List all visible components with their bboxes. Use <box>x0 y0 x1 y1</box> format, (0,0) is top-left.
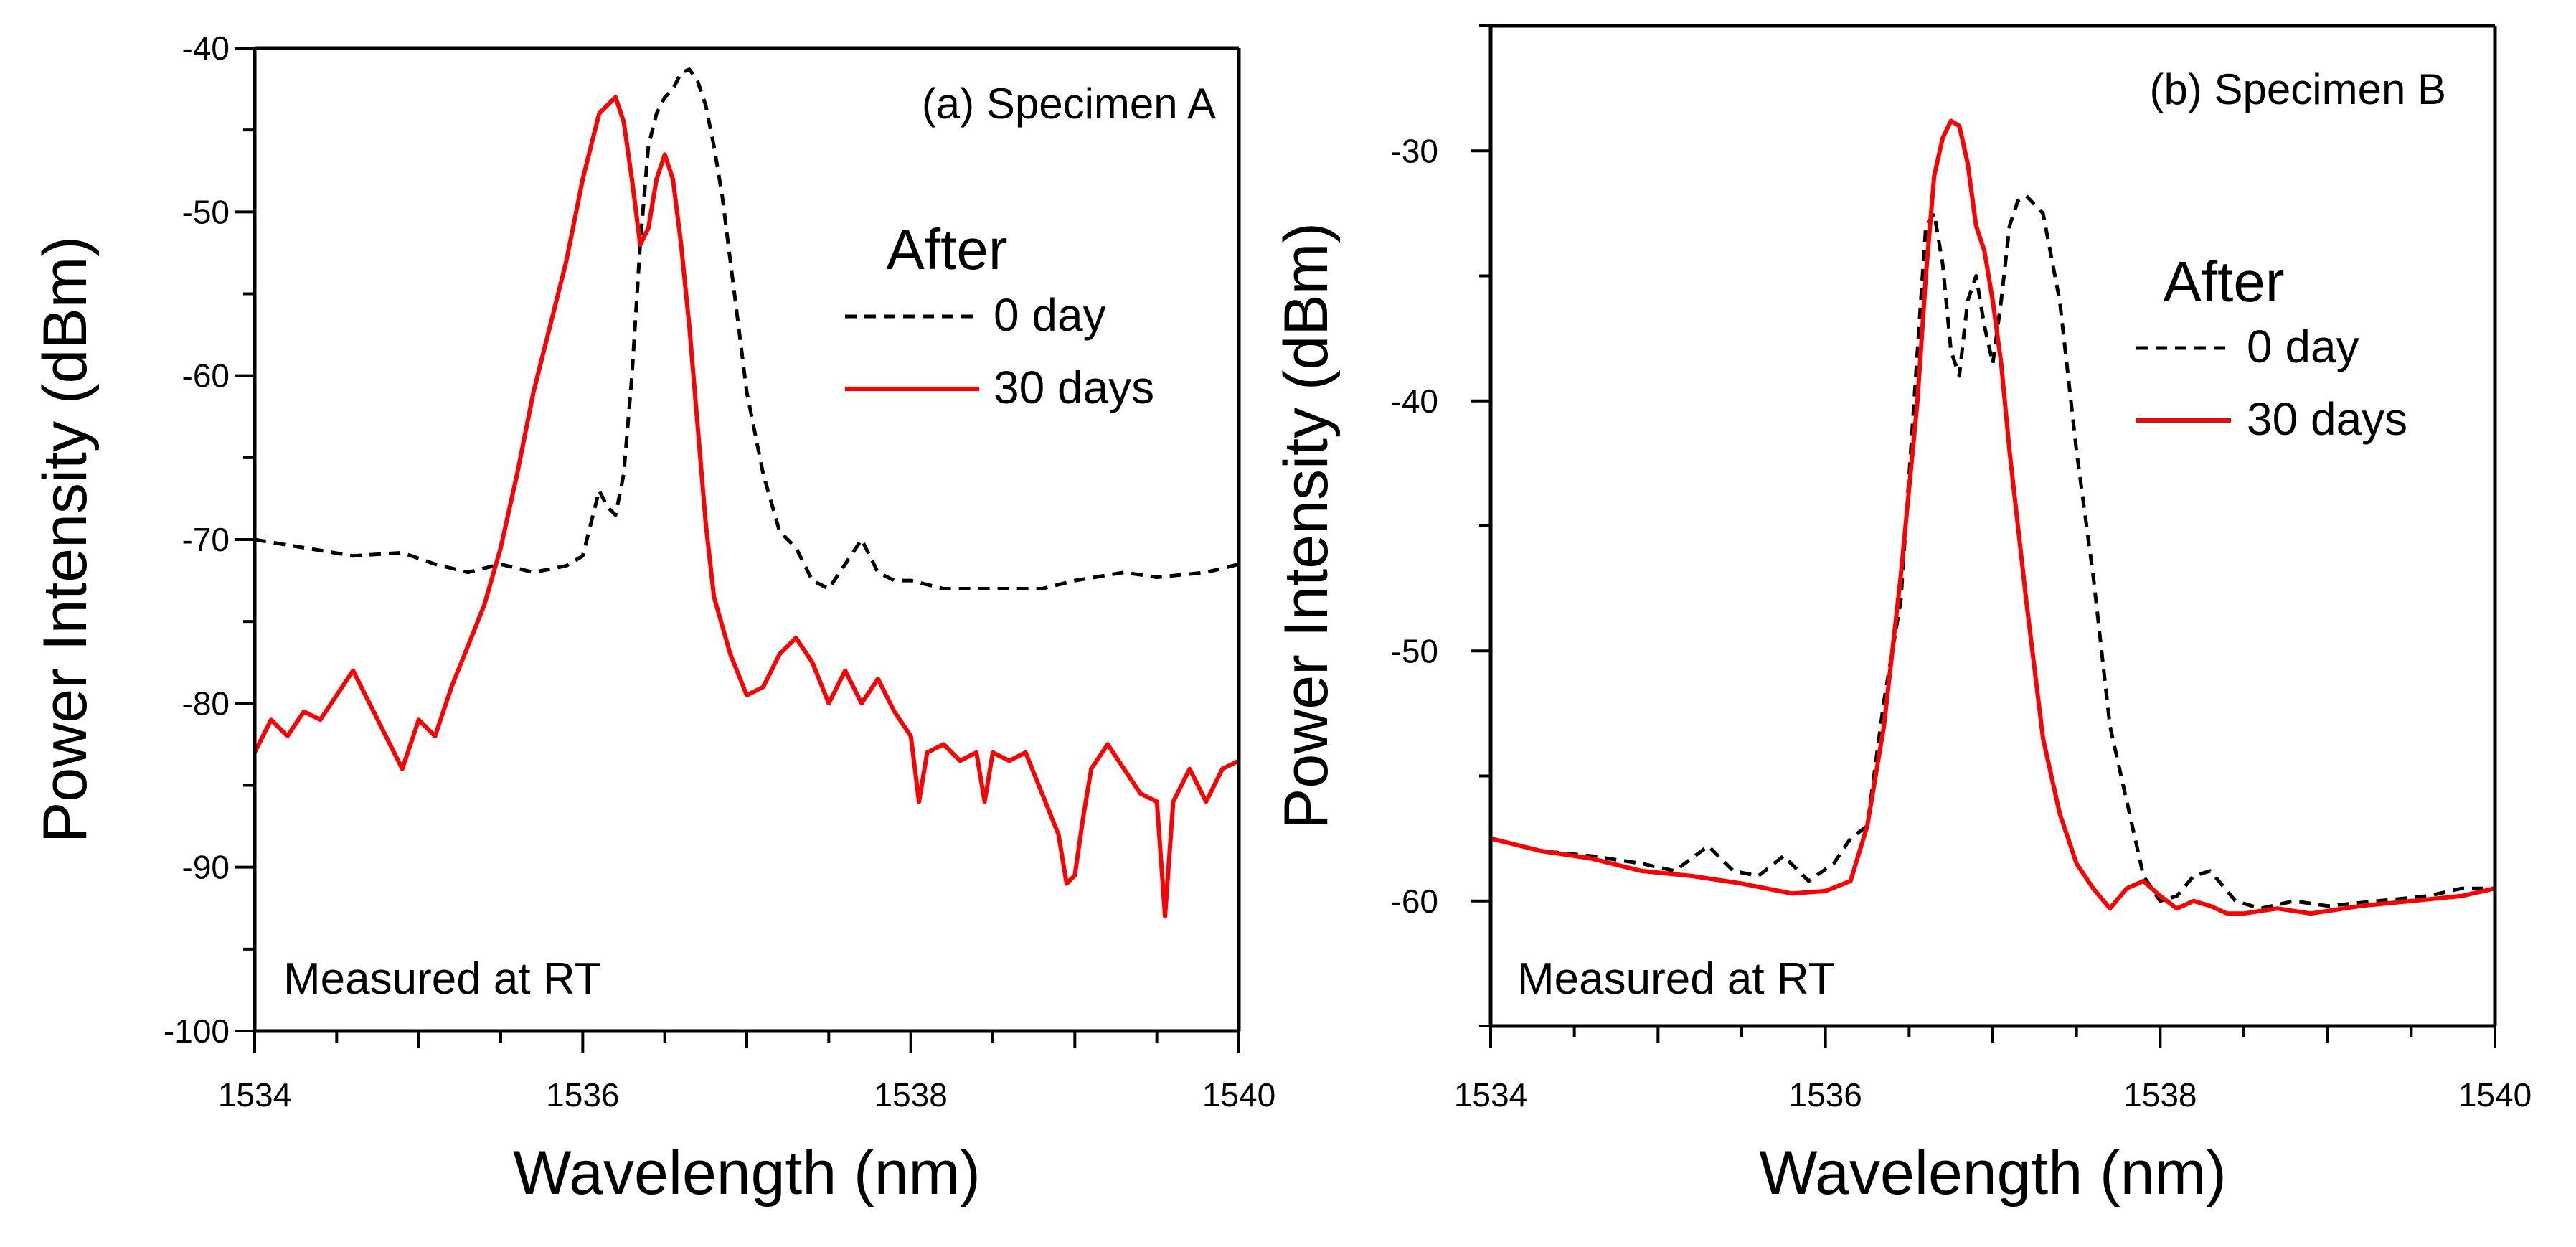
legend-label: 0 day <box>994 289 1106 341</box>
x-tick-label: 1538 <box>874 1076 947 1114</box>
y-tick-label: -40 <box>1391 382 1438 420</box>
series-line-0-day <box>255 67 1239 590</box>
legend-title: After <box>2164 250 2285 314</box>
legend-label: 30 days <box>2247 393 2407 445</box>
x-tick-label: 1538 <box>2123 1076 2197 1114</box>
y-tick-label: -50 <box>182 193 230 230</box>
x-tick-label: 1540 <box>1202 1076 1275 1114</box>
panel-a: -100 -90 -80 -70 -60 -50 -40 1534 1536 1538 1540 Wa… <box>31 29 1275 1208</box>
y-axis-title: Power Intensity (dBm) <box>1272 222 1341 829</box>
series-line-30-days <box>255 95 1239 919</box>
x-tick-label: 1534 <box>1454 1076 1527 1114</box>
panel-title: (a) Specimen A <box>922 80 1216 128</box>
x-tick-label: 1534 <box>218 1076 291 1114</box>
y-tick-label: -40 <box>182 29 230 67</box>
y-tick-label: -60 <box>1391 883 1438 920</box>
x-axis-title: Wavelength (nm) <box>1759 1139 2227 1208</box>
y-tick-label: -90 <box>182 849 230 886</box>
x-tick-label: 1540 <box>2458 1076 2532 1114</box>
y-tick-label: -100 <box>164 1012 230 1050</box>
y-tick-label: -60 <box>182 357 230 395</box>
y-tick-label: -50 <box>1391 632 1438 669</box>
measurement-note: Measured at RT <box>283 954 601 1004</box>
legend-label: 0 day <box>2247 321 2359 372</box>
x-axis-title: Wavelength (nm) <box>513 1139 981 1208</box>
measurement-note: Measured at RT <box>1517 954 1835 1004</box>
x-tick-label: 1536 <box>546 1076 619 1114</box>
x-tick-label: 1536 <box>1788 1076 1862 1114</box>
panel-b: -60 -50 -40 -30 1534 1536 1538 1540 Wavelength (… <box>1272 24 2532 1208</box>
series-line-0-day <box>1491 194 2495 910</box>
series-line-30-days <box>1491 118 2495 916</box>
y-axis-title: Power Intensity (dBm) <box>31 236 100 843</box>
y-tick-label: -30 <box>1391 132 1438 169</box>
y-tick-label: -70 <box>182 521 230 558</box>
panel-title: (b) Specimen B <box>2150 65 2447 113</box>
y-tick-label: -80 <box>182 684 230 722</box>
legend-label: 30 days <box>994 362 1154 413</box>
legend-title: After <box>887 217 1008 281</box>
